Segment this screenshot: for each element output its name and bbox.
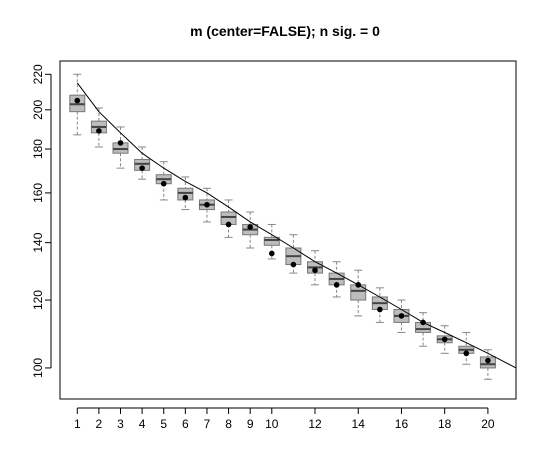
y-tick-label: 120 — [31, 290, 45, 310]
boxplot — [285, 234, 302, 274]
chart-title: m (center=FALSE); n sig. = 0 — [190, 23, 380, 39]
x-tick-label: 12 — [308, 417, 322, 431]
boxplot — [134, 146, 151, 180]
data-point — [333, 282, 340, 288]
x-axis: 1 2 3 4 5 6 7 8 9 10 12 14 16 18 20 — [74, 407, 495, 431]
data-point — [225, 221, 232, 228]
y-tick-label: 180 — [31, 139, 45, 159]
y-tick-label: 140 — [31, 232, 45, 252]
boxplot — [479, 349, 496, 380]
points — [74, 97, 491, 364]
x-tick-label: 7 — [204, 417, 211, 431]
boxplot — [307, 250, 324, 286]
x-tick-label: 8 — [225, 417, 232, 431]
data-point — [485, 357, 491, 364]
data-point — [463, 350, 470, 357]
x-tick-label: 9 — [247, 417, 254, 431]
data-point — [182, 194, 189, 201]
boxplot — [328, 261, 345, 298]
boxplot — [220, 199, 237, 238]
boxplot — [90, 107, 107, 148]
data-point — [74, 97, 81, 104]
boxplot — [177, 176, 194, 211]
x-tick-label: 10 — [265, 417, 279, 431]
data-point — [398, 313, 405, 319]
data-point — [247, 224, 253, 230]
trend-curve — [76, 82, 517, 369]
data-point — [117, 140, 124, 146]
y-tick-label: 200 — [31, 99, 45, 119]
x-tick-label: 6 — [182, 417, 189, 431]
y-axis: 100 120 140 160 180 200 220 — [31, 64, 52, 378]
x-tick-label: 18 — [438, 417, 452, 431]
x-tick-label: 14 — [352, 417, 366, 431]
boxplot — [350, 269, 367, 317]
x-tick-label: 20 — [481, 417, 495, 431]
box — [263, 236, 280, 246]
data-point — [139, 165, 145, 171]
data-point — [312, 267, 318, 274]
data-point — [204, 201, 210, 208]
data-point — [377, 306, 383, 313]
x-tick-label: 3 — [117, 417, 124, 431]
boxplot — [415, 312, 432, 347]
y-tick-label: 220 — [31, 64, 45, 84]
data-point — [420, 319, 426, 326]
boxplots — [69, 73, 496, 380]
y-tick-label: 100 — [31, 358, 45, 378]
boxplot — [242, 211, 259, 249]
data-point — [441, 336, 448, 343]
boxplot — [112, 126, 129, 169]
x-tick-label: 1 — [74, 417, 81, 431]
x-tick-label: 4 — [139, 417, 146, 431]
boxplot — [458, 331, 475, 365]
boxplot — [371, 287, 388, 323]
boxplot — [155, 161, 172, 201]
x-tick-label: 16 — [395, 417, 409, 431]
data-point — [290, 261, 297, 268]
data-point — [268, 250, 275, 257]
data-point — [160, 180, 167, 187]
x-tick-label: 2 — [96, 417, 103, 431]
plot-frame — [59, 60, 517, 400]
x-tick-label: 5 — [160, 417, 167, 431]
data-point — [96, 128, 102, 134]
boxplot — [69, 73, 86, 136]
data-point — [355, 282, 362, 288]
y-tick-label: 160 — [31, 183, 45, 203]
